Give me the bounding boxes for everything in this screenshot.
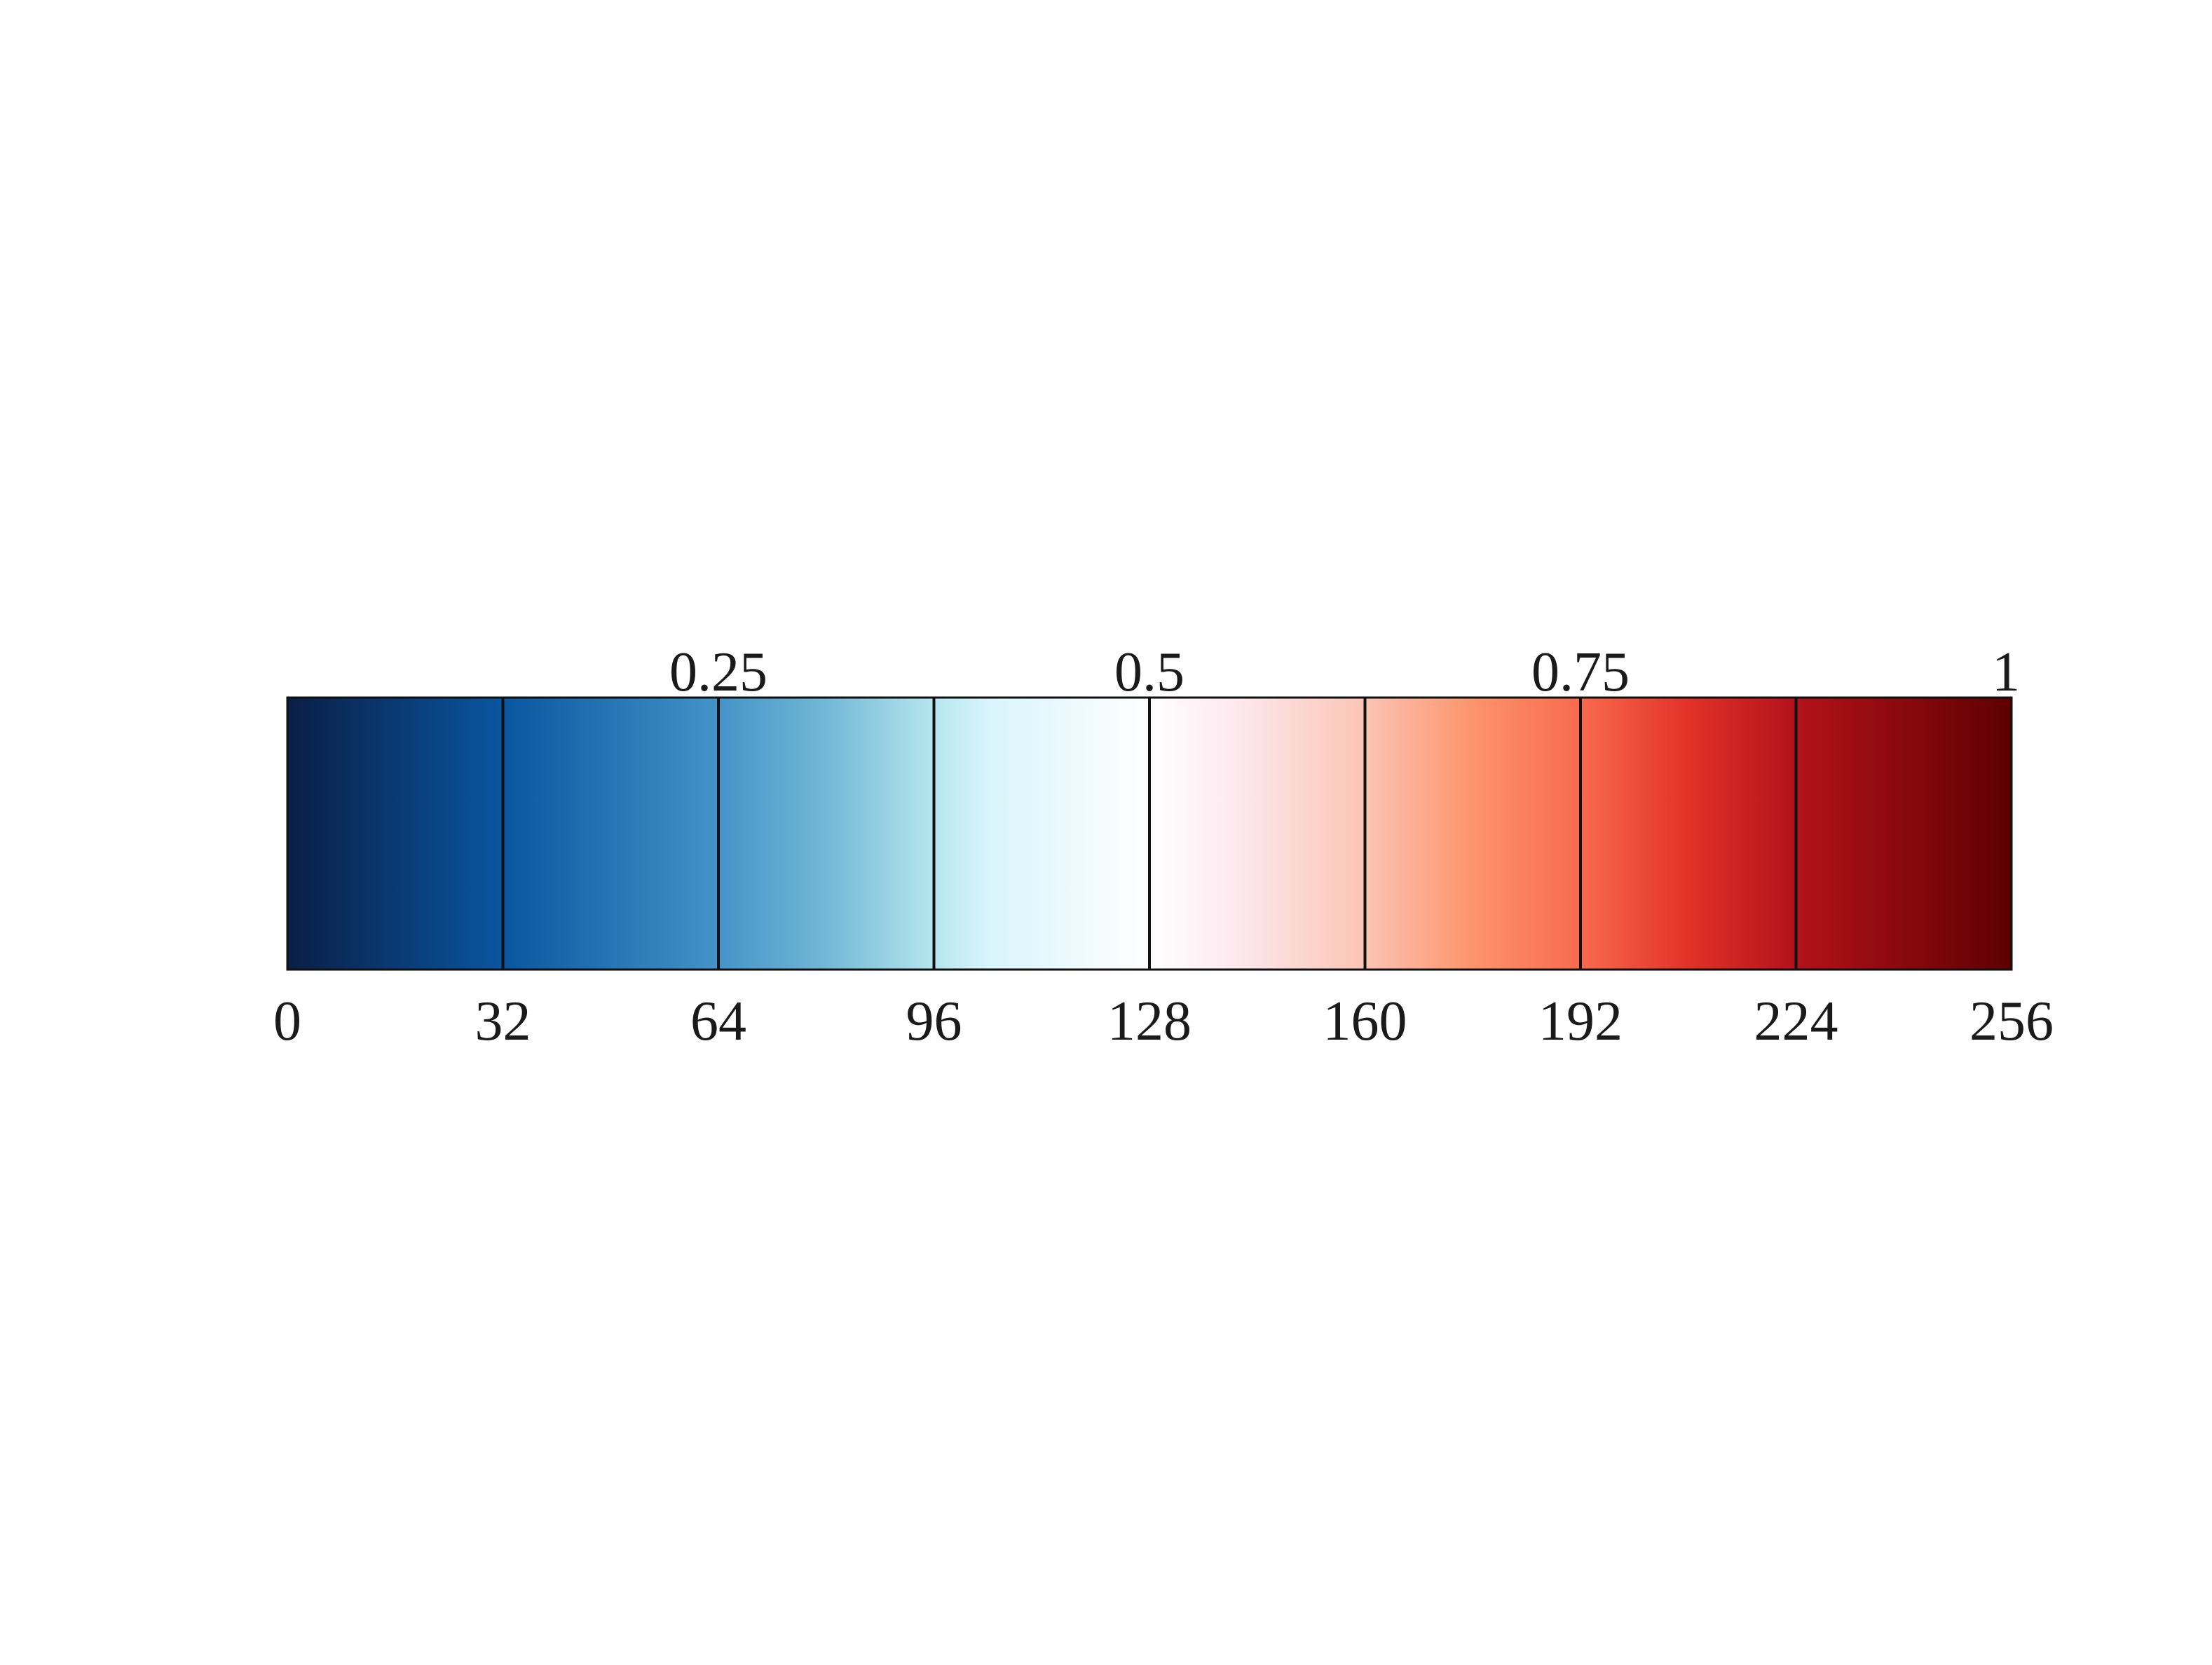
top-tick-label: 1 — [1992, 641, 2020, 703]
bottom-tick-label: 192 — [1538, 991, 1623, 1052]
bottom-tick-label: 96 — [906, 991, 962, 1052]
top-tick-label: 0.25 — [669, 641, 767, 703]
bottom-tick-labels: 0 32 64 96 128 160 192 224 256 — [273, 991, 2054, 1052]
bottom-tick-label: 160 — [1323, 991, 1407, 1052]
top-tick-label: 0.75 — [1531, 641, 1630, 703]
bottom-tick-label: 32 — [475, 991, 531, 1052]
bottom-tick-label: 64 — [690, 991, 746, 1052]
top-tick-labels: 0.25 0.5 0.75 1 — [669, 641, 2020, 703]
bottom-tick-label: 0 — [273, 991, 301, 1052]
bottom-tick-label: 224 — [1754, 991, 1838, 1052]
divider-lines — [501, 698, 1798, 970]
bottom-tick-label: 128 — [1107, 991, 1192, 1052]
bottom-tick-label: 256 — [1969, 991, 2054, 1052]
top-tick-label: 0.5 — [1114, 641, 1184, 703]
colorbar-frame — [286, 696, 2013, 971]
